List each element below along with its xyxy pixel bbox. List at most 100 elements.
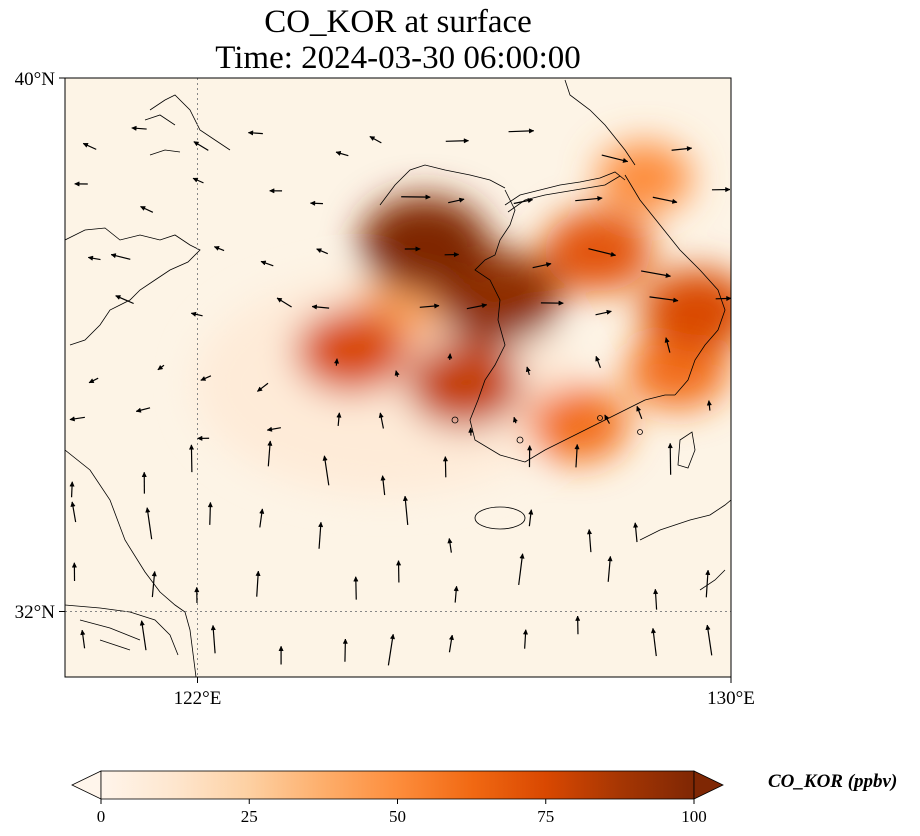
wind-arrow bbox=[259, 508, 265, 528]
colorbar: 0 25 50 75 100 bbox=[71, 770, 724, 826]
lon-label-130e: 130°E bbox=[707, 688, 755, 709]
wind-arrow bbox=[527, 444, 533, 468]
north-korea-coast bbox=[469, 189, 526, 463]
wind-arrow bbox=[575, 615, 581, 635]
colorbar-max-extend bbox=[693, 770, 724, 800]
wind-arrow bbox=[309, 200, 323, 206]
wind-arrow bbox=[207, 501, 213, 525]
wind-arrow bbox=[522, 629, 529, 649]
wind-arrow bbox=[508, 128, 535, 134]
wind-arrow bbox=[468, 427, 474, 436]
wind-arrow bbox=[335, 150, 349, 157]
wind-arrow bbox=[525, 366, 531, 376]
wind-arrow bbox=[135, 407, 151, 413]
island bbox=[451, 416, 459, 424]
wind-arrow bbox=[139, 620, 147, 651]
korea-east-coast bbox=[624, 174, 726, 396]
wind-arrow bbox=[256, 382, 269, 392]
liaodong-coastline bbox=[144, 94, 231, 156]
wind-arrow bbox=[419, 303, 440, 309]
wind-arrow bbox=[715, 295, 731, 302]
map-frame bbox=[64, 77, 732, 678]
colorbar-ticks: 0 25 50 75 100 bbox=[97, 799, 707, 826]
wind-arrow bbox=[194, 586, 200, 604]
yangtze-estuary bbox=[65, 604, 179, 656]
plume-core bbox=[596, 142, 692, 214]
wind-arrow bbox=[71, 562, 77, 582]
wind-arrow bbox=[316, 248, 329, 255]
wind-arrow bbox=[200, 375, 212, 381]
wind-arrow bbox=[74, 181, 88, 187]
wind-arrow bbox=[131, 125, 147, 131]
plume-core bbox=[641, 268, 731, 354]
lat-label-32n: 32°N bbox=[15, 602, 56, 623]
wind-arrow bbox=[380, 475, 386, 496]
wind-arrow bbox=[82, 142, 97, 150]
wind-arrow bbox=[447, 537, 453, 553]
wind-arrow bbox=[444, 252, 460, 258]
wind-arrow bbox=[705, 624, 713, 656]
colorbar-tick-label: 100 bbox=[681, 807, 707, 826]
wind-arrow bbox=[396, 560, 402, 583]
wind-arrow bbox=[190, 311, 203, 317]
island bbox=[597, 415, 603, 421]
wind-arrow bbox=[404, 246, 421, 252]
liaodong-peninsula bbox=[379, 164, 506, 206]
wind-arrow bbox=[213, 246, 225, 252]
wind-arrow bbox=[588, 248, 617, 257]
wind-arrow bbox=[633, 522, 639, 543]
wind-arrow bbox=[333, 358, 340, 366]
wind-arrow bbox=[139, 205, 154, 213]
wind-arrow bbox=[650, 627, 657, 657]
wind-arrow bbox=[69, 416, 85, 422]
wind-arrow bbox=[513, 198, 534, 205]
wind-arrow bbox=[649, 296, 679, 303]
axis-ticks bbox=[59, 77, 732, 683]
wind-arrow bbox=[278, 645, 284, 665]
jeju-island bbox=[474, 506, 526, 530]
wind-arrow bbox=[141, 471, 147, 494]
wind-arrow bbox=[266, 426, 281, 432]
wind-arrow bbox=[69, 481, 75, 498]
wind-arrow bbox=[342, 638, 348, 662]
map-plot-area bbox=[65, 78, 731, 677]
wind-arrow bbox=[353, 576, 359, 600]
wind-arrow bbox=[255, 570, 261, 597]
island bbox=[516, 436, 524, 444]
wind-arrow bbox=[705, 569, 711, 598]
colorbar-tick-label: 0 bbox=[97, 807, 106, 826]
wind-arrow bbox=[311, 304, 330, 310]
wind-arrow bbox=[667, 442, 673, 475]
wind-arrow bbox=[192, 177, 204, 184]
wind-arrow bbox=[369, 135, 382, 144]
colorbar-label: CO_KOR (ppbv) bbox=[768, 771, 898, 792]
wind-arrow bbox=[336, 412, 342, 427]
plume-core bbox=[406, 340, 523, 428]
wind-arrow bbox=[453, 585, 459, 603]
wind-arrow bbox=[447, 353, 453, 360]
japan-coast bbox=[639, 431, 731, 591]
wind-arrow bbox=[601, 154, 629, 163]
wind-arrow bbox=[88, 377, 99, 384]
wind-arrow bbox=[188, 444, 195, 473]
wind-arrow bbox=[322, 455, 330, 486]
wind-arrow bbox=[636, 405, 643, 420]
wind-arrow bbox=[378, 412, 385, 429]
wind-arrow bbox=[442, 455, 449, 478]
wind-arrow bbox=[267, 440, 273, 467]
wind-arrow bbox=[532, 262, 552, 269]
wind-arrow bbox=[445, 138, 470, 144]
wind-arrow bbox=[595, 355, 601, 368]
colorbar-gradient bbox=[100, 770, 695, 800]
wind-arrow bbox=[574, 443, 580, 468]
wind-arrow bbox=[145, 507, 153, 540]
wind-arrow bbox=[260, 260, 274, 267]
wind-arrow bbox=[652, 196, 678, 204]
colorbar-min-extend bbox=[71, 770, 102, 800]
wind-arrow bbox=[586, 528, 593, 553]
colorbar-tick-label: 25 bbox=[241, 807, 258, 826]
wind-arrow bbox=[595, 309, 612, 316]
shandong-coastline bbox=[65, 227, 201, 346]
wind-arrow bbox=[70, 501, 77, 523]
